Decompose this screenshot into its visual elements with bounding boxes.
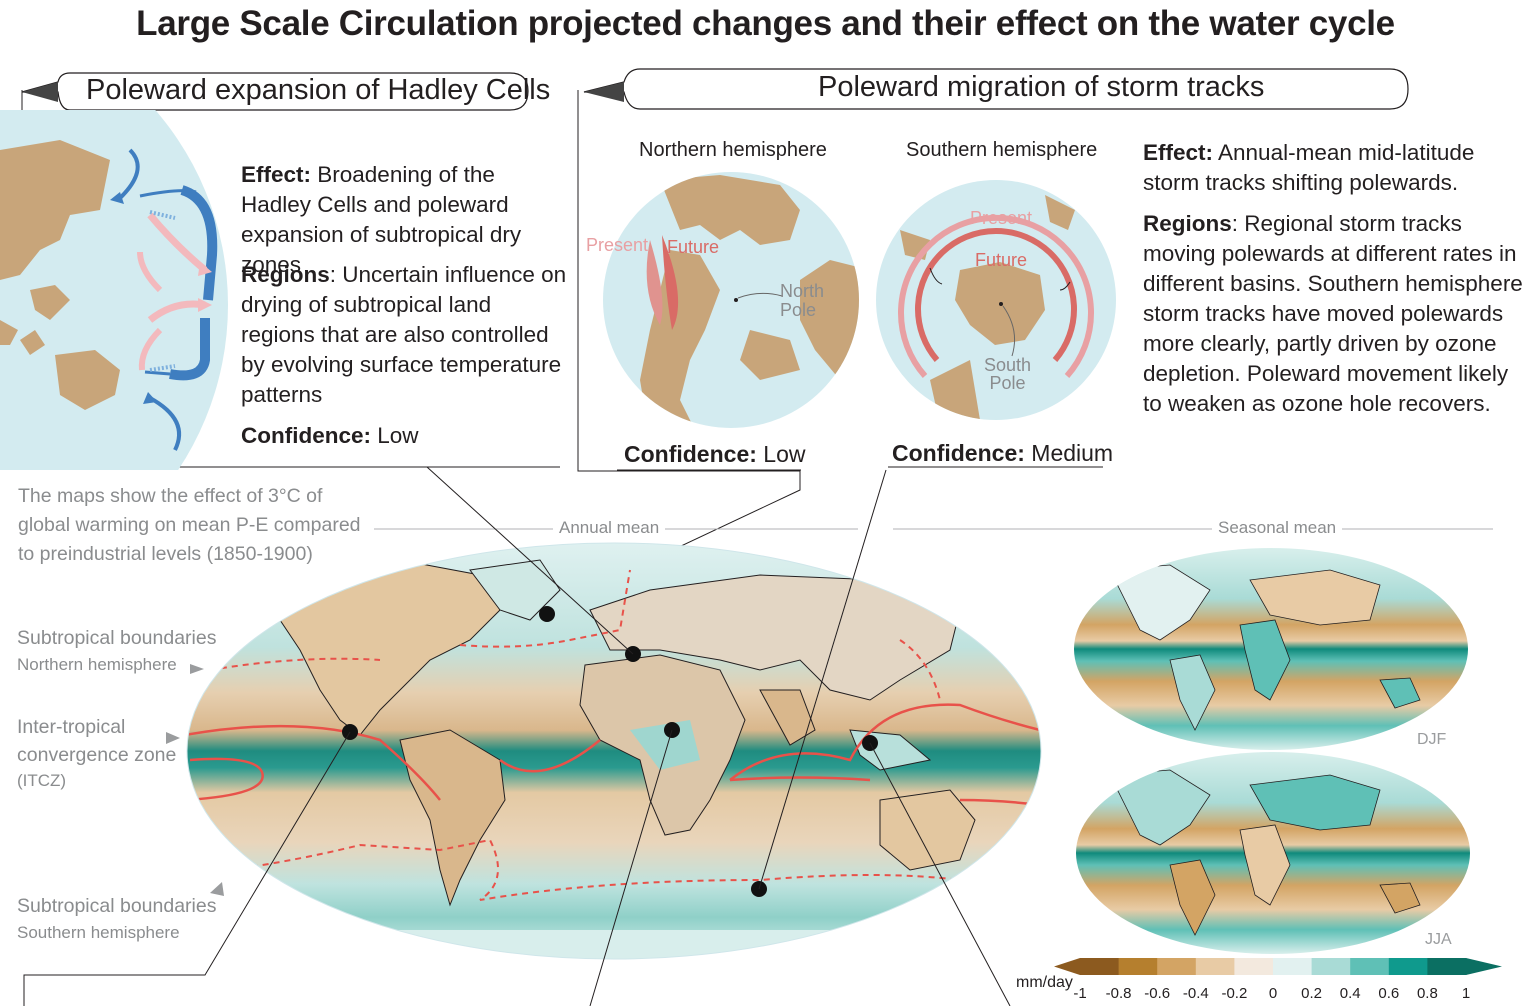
nh-globe <box>603 172 859 428</box>
hadley-confidence-value: Low <box>371 423 419 448</box>
leader-lines <box>23 466 1011 1006</box>
colorbar-tick-label: -0.8 <box>1106 985 1132 1002</box>
hadley-confidence: Confidence: Low <box>241 421 419 451</box>
itcz-sub: (ITCZ) <box>17 771 67 790</box>
sh-label: Southern hemisphere <box>906 139 1098 161</box>
itcz-line1: Inter-tropical <box>17 716 126 738</box>
colorbar-swatch <box>1273 958 1313 975</box>
colorbar-swatch <box>1350 958 1390 975</box>
colorbar-tick-label: 1 <box>1462 985 1470 1002</box>
north-pole-line1: North <box>780 281 825 301</box>
storm-effect-label: Effect: <box>1143 140 1214 165</box>
storm-header: Poleward migration of storm tracks <box>818 71 1265 103</box>
sh-boundary-title: Subtropical boundaries <box>17 895 217 917</box>
nh-label: Northern hemisphere <box>639 139 827 161</box>
sh-present-label: Present <box>970 208 1033 228</box>
colorbar-unit: mm/day <box>1016 974 1073 991</box>
hadley-confidence-label: Confidence: <box>241 423 372 448</box>
page-title: Large Scale Circulation projected change… <box>136 4 1395 43</box>
itcz-line2: convergence zone <box>17 744 177 766</box>
colorbar-swatch <box>1118 958 1158 975</box>
jja-label: JJA <box>1425 931 1452 948</box>
colorbar-swatch <box>1195 958 1235 975</box>
storm-regions: Regions: Regional storm tracks moving po… <box>1143 209 1523 419</box>
djf-label: DJF <box>1417 731 1447 748</box>
nh-future-label: Future <box>667 237 720 257</box>
hadley-effect: Effect: Broadening of the Hadley Cells a… <box>241 160 571 280</box>
north-pole-line2: Pole <box>780 300 817 320</box>
maps-caption: The maps show the effect of 3°C of globa… <box>18 485 361 565</box>
nh-confidence: Confidence: Low <box>624 441 805 468</box>
hadley-globe <box>0 110 228 470</box>
hadley-regions: Regions: Uncertain influence on drying o… <box>241 260 571 410</box>
colorbar-swatch <box>1234 958 1274 975</box>
storm-header-pill <box>583 68 1409 110</box>
north-pole-label: North Pole <box>780 282 824 320</box>
nh-confidence-value: Low <box>756 441 806 467</box>
colorbar: -1 -0.8 -0.6 -0.4 -0.2 0 0.2 0.4 0.6 0.8 1 <box>1054 958 1502 1002</box>
colorbar-tick-label: 0.4 <box>1340 985 1361 1002</box>
hadley-effect-text: Broadening of the Hadley Cells and polew… <box>241 162 522 277</box>
hadley-header: Poleward expansion of Hadley Cells <box>86 74 551 106</box>
nh-confidence-label: Confidence: <box>624 441 757 467</box>
colorbar-tick-label: -1 <box>1073 985 1086 1002</box>
sh-confidence-value: Medium <box>1024 440 1114 466</box>
sh-confidence: Confidence: Medium <box>892 440 1113 467</box>
sh-boundary-sub: Southern hemisphere <box>17 923 180 942</box>
sh-confidence-label: Confidence: <box>892 440 1025 466</box>
south-pole-line1: South <box>984 355 1032 375</box>
colorbar-tick-label: 0.8 <box>1417 985 1438 1002</box>
storm-regions-text: : Regional storm tracks moving polewards… <box>1143 211 1523 416</box>
jja-map <box>1076 752 1470 954</box>
colorbar-tick-label: -0.2 <box>1221 985 1247 1002</box>
colorbar-tick-label: 0.2 <box>1301 985 1322 1002</box>
storm-effect: Effect: Annual-mean mid-latitude storm t… <box>1143 138 1523 198</box>
sh-future-label: Future <box>975 250 1028 270</box>
south-pole-label: South Pole <box>984 356 1031 392</box>
nh-boundary-sub: Northern hemisphere <box>17 655 177 674</box>
nh-boundary-title: Subtropical boundaries <box>17 627 217 649</box>
annual-mean-map <box>186 542 1042 960</box>
colorbar-tick-label: 0 <box>1269 985 1277 1002</box>
colorbar-tick-label: -0.6 <box>1144 985 1170 1002</box>
south-pole-line2: Pole <box>989 373 1026 393</box>
seasonal-mean-label: Seasonal mean <box>1212 518 1343 538</box>
storm-regions-label: Regions <box>1143 211 1232 236</box>
colorbar-tick-label: 0.6 <box>1378 985 1399 1002</box>
colorbar-arrow-right <box>1466 958 1502 975</box>
colorbar-tick-label: -0.4 <box>1183 985 1209 1002</box>
djf-map <box>1074 548 1468 750</box>
colorbar-swatch <box>1388 958 1428 975</box>
nh-present-label: Present <box>586 235 649 255</box>
side-label-arrows <box>166 664 224 896</box>
colorbar-arrow-left <box>1054 958 1080 975</box>
colorbar-swatch <box>1157 958 1197 975</box>
colorbar-swatch <box>1427 958 1467 975</box>
colorbar-swatch <box>1080 958 1120 975</box>
storm-effect-text: Annual-mean mid-latitude storm tracks sh… <box>1143 140 1475 195</box>
hadley-regions-label: Regions <box>241 262 330 287</box>
annual-mean-label: Annual mean <box>553 518 666 538</box>
hadley-effect-label: Effect: <box>241 162 312 187</box>
hadley-circulation-arrows <box>110 148 218 451</box>
colorbar-swatch <box>1311 958 1351 975</box>
hadley-regions-text: : Uncertain influence on drying of subtr… <box>241 262 567 407</box>
